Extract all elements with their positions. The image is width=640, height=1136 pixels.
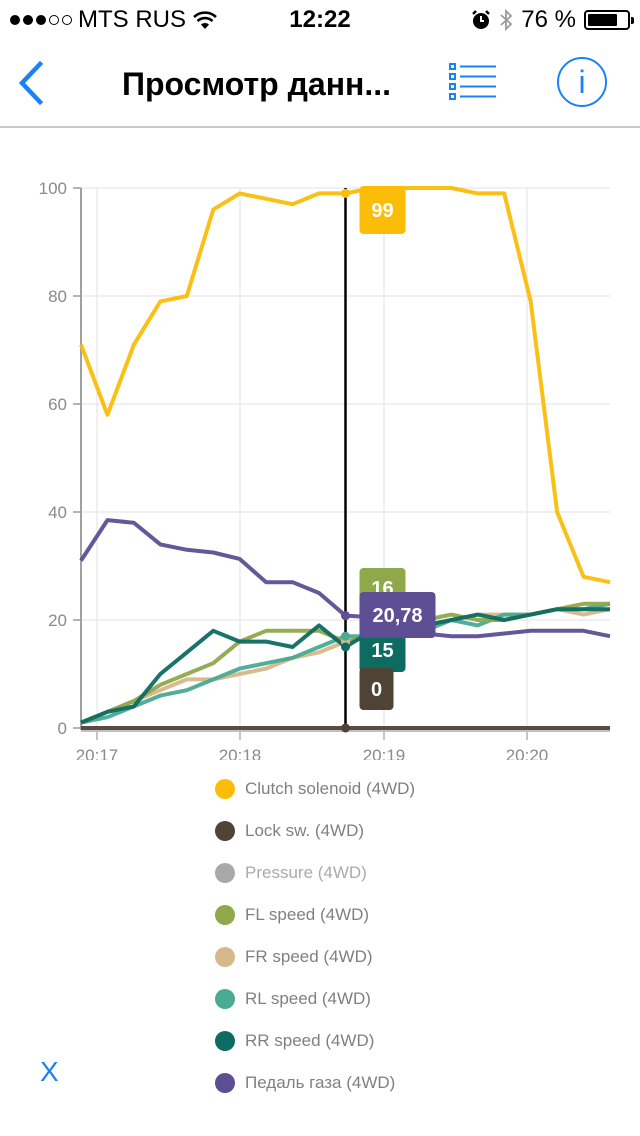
legend-label: FR speed (4WD) (245, 947, 373, 966)
legend-color-dot (215, 1031, 235, 1051)
legend-label: RL speed (4WD) (245, 989, 371, 1008)
alarm-icon (472, 10, 491, 29)
signal-dot (49, 15, 59, 25)
series-list-button[interactable] (448, 62, 498, 104)
legend-color-dot (215, 779, 235, 799)
legend-color-dot (215, 989, 235, 1009)
legend-color-dot (215, 905, 235, 925)
legend-color-dot (215, 821, 235, 841)
legend-item[interactable]: RL speed (4WD) (215, 978, 415, 1020)
signal-dot (23, 15, 33, 25)
battery-level (588, 14, 617, 26)
carrier-group: MTS RUS (10, 6, 218, 34)
battery-icon (584, 10, 634, 30)
legend-item[interactable]: RR speed (4WD) (215, 1020, 415, 1062)
legend-color-dot (215, 947, 235, 967)
legend-item[interactable]: Clutch solenoid (4WD) (215, 768, 415, 810)
x-tick-label: 20:18 (219, 746, 262, 760)
battery-tip (631, 17, 634, 24)
status-bar: MTS RUS 12:22 76 % (0, 0, 640, 40)
close-button[interactable]: X (40, 1056, 59, 1087)
y-tick-label: 60 (48, 395, 67, 414)
y-tick-label: 80 (48, 287, 67, 306)
legend-label: Pressure (4WD) (245, 863, 367, 882)
list-icon (449, 63, 496, 100)
bluetooth-icon (500, 9, 513, 31)
legend-label: Clutch solenoid (4WD) (245, 779, 416, 798)
battery-percent: 76 % (521, 6, 576, 33)
signal-strength-icon (10, 15, 72, 25)
page-title: Просмотр данн... (122, 66, 392, 102)
legend-label: FL speed (4WD) (245, 905, 370, 924)
tooltip-box (359, 628, 406, 672)
y-tick-label: 100 (39, 179, 67, 198)
wifi-icon (193, 11, 217, 29)
navigation-bar: Просмотр данн... i (0, 40, 640, 128)
signal-dot (62, 15, 72, 25)
chevron-left-icon (18, 60, 44, 106)
carrier-name: MTS RUS (78, 6, 186, 33)
x-tick-label: 20:19 (363, 746, 406, 760)
tooltip-value: 99 (371, 200, 393, 222)
tooltip-value: 0 (371, 679, 382, 701)
info-icon: i (578, 64, 586, 100)
legend-color-dot (215, 1073, 235, 1093)
x-tick-label: 20:17 (76, 746, 119, 760)
y-tick-label: 40 (48, 503, 67, 522)
cursor-point (341, 642, 350, 652)
back-button[interactable] (12, 58, 52, 108)
tooltip-value: 15 (371, 640, 393, 662)
cursor-point (341, 611, 350, 621)
tooltip-box (359, 668, 394, 710)
tooltip-box (359, 186, 406, 234)
legend-item[interactable]: FL speed (4WD) (215, 894, 415, 936)
legend-item[interactable]: Lock sw. (4WD) (215, 810, 415, 852)
clock: 12:22 (289, 6, 351, 33)
cursor-point (341, 723, 350, 733)
chart-legend: Clutch solenoid (4WD) Lock sw. (4WD) Press… (215, 768, 415, 1104)
y-tick-label: 20 (48, 611, 67, 630)
legend-item[interactable]: Pressure (4WD) (215, 852, 415, 894)
legend-label: Lock sw. (4WD) (245, 821, 365, 840)
legend-label: Педаль газа (4WD) (245, 1073, 396, 1092)
cursor-point (341, 631, 350, 641)
tooltip-box (359, 592, 436, 638)
y-tick-label: 0 (58, 719, 67, 738)
legend-item[interactable]: Педаль газа (4WD) (215, 1062, 415, 1104)
info-button[interactable]: i (557, 57, 607, 107)
legend-item[interactable]: FR speed (4WD) (215, 936, 415, 978)
legend-label: RR speed (4WD) (245, 1031, 375, 1050)
cursor-point (341, 188, 350, 198)
tooltip-value: 20,78 (372, 605, 422, 627)
legend-color-dot (215, 863, 235, 883)
signal-dot (10, 15, 20, 25)
signal-dot (36, 15, 46, 25)
status-icons: 76 % (471, 6, 634, 34)
x-tick-label: 20:20 (506, 746, 549, 760)
